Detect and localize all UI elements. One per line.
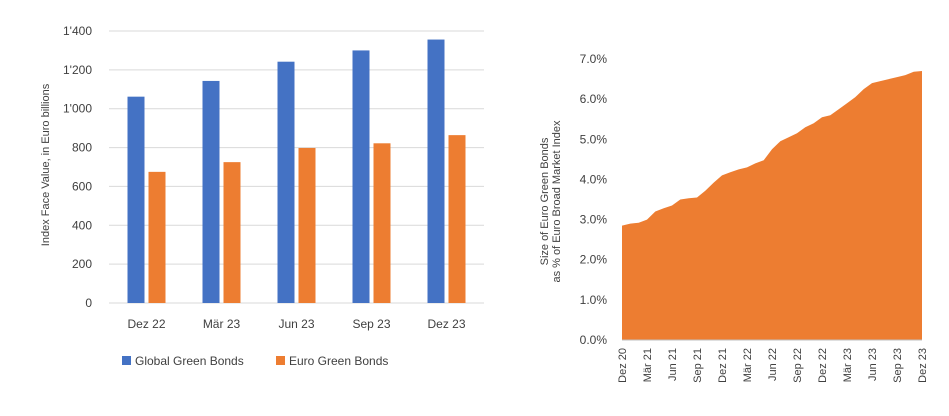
y-axis-title-line: Size of Euro Green Bonds (539, 137, 551, 265)
x-tick-label: Jun 22 (767, 348, 779, 381)
y-tick-label: 4.0% (580, 172, 608, 186)
y-tick-label: 1.0% (580, 293, 608, 307)
y-tick-label: 6.0% (580, 92, 608, 106)
legend-label: Global Green Bonds (135, 354, 244, 368)
legend-swatch-euro (276, 356, 285, 365)
x-tick-label: Mär 23 (842, 348, 854, 382)
euro-green-bonds-bar (298, 147, 316, 303)
legend-swatch-global (122, 356, 131, 365)
y-tick-label: 400 (72, 218, 92, 232)
euro-green-bonds-bar (148, 171, 166, 303)
euro-green-bonds-share-area (622, 71, 922, 340)
global-green-bonds-bar (352, 50, 370, 303)
x-tick-label: Mär 23 (203, 317, 241, 331)
x-tick-label: Dez 22 (817, 348, 829, 383)
x-tick-label: Sep 23 (892, 348, 904, 383)
x-tick-label: Dez 21 (717, 348, 729, 383)
y-tick-label: 7.0% (580, 52, 608, 66)
y-tick-label: 600 (72, 179, 92, 193)
y-axis-title: Index Face Value, in Euro billions (40, 83, 52, 246)
x-tick-label: Jun 23 (278, 317, 314, 331)
x-tick-label: Sep 22 (792, 348, 804, 383)
x-tick-label: Jun 23 (867, 348, 879, 381)
x-tick-label: Dez 22 (127, 317, 165, 331)
euro-green-bonds-bar (373, 143, 391, 303)
y-tick-label: 2.0% (580, 253, 608, 267)
euro-green-bonds-bar (223, 162, 241, 303)
y-axis-title-line: as % of Euro Broad Market Index (551, 120, 563, 283)
global-green-bonds-bar (277, 61, 295, 303)
y-tick-label: 1'200 (63, 63, 92, 77)
legend-label: Euro Green Bonds (289, 354, 388, 368)
y-tick-label: 1'400 (63, 24, 92, 38)
y-tick-label: 800 (72, 141, 92, 155)
x-tick-label: Jun 21 (667, 348, 679, 381)
y-tick-label: 200 (72, 257, 92, 271)
euro-green-bonds-bar (448, 135, 466, 303)
green-bonds-bar-chart: 0 200 400 600 800 1'000 1'200 1'400 Index Face V… (40, 24, 484, 368)
global-green-bonds-bar (427, 39, 445, 303)
x-tick-label: Sep 21 (692, 348, 704, 383)
global-green-bonds-bar (127, 96, 145, 303)
x-tick-label: Dez 23 (917, 348, 929, 383)
global-green-bonds-bar (202, 80, 220, 303)
y-tick-label: 0.0% (580, 333, 608, 347)
x-tick-label: Mär 22 (742, 348, 754, 382)
x-tick-label: Dez 23 (427, 317, 465, 331)
x-tick-label: Sep 23 (352, 317, 390, 331)
x-tick-label: Mär 21 (642, 348, 654, 382)
x-tick-label: Dez 20 (617, 348, 629, 383)
y-tick-label: 5.0% (580, 132, 608, 146)
y-tick-label: 1'000 (63, 102, 92, 116)
y-tick-label: 3.0% (580, 213, 608, 227)
y-tick-label: 0 (85, 296, 92, 310)
